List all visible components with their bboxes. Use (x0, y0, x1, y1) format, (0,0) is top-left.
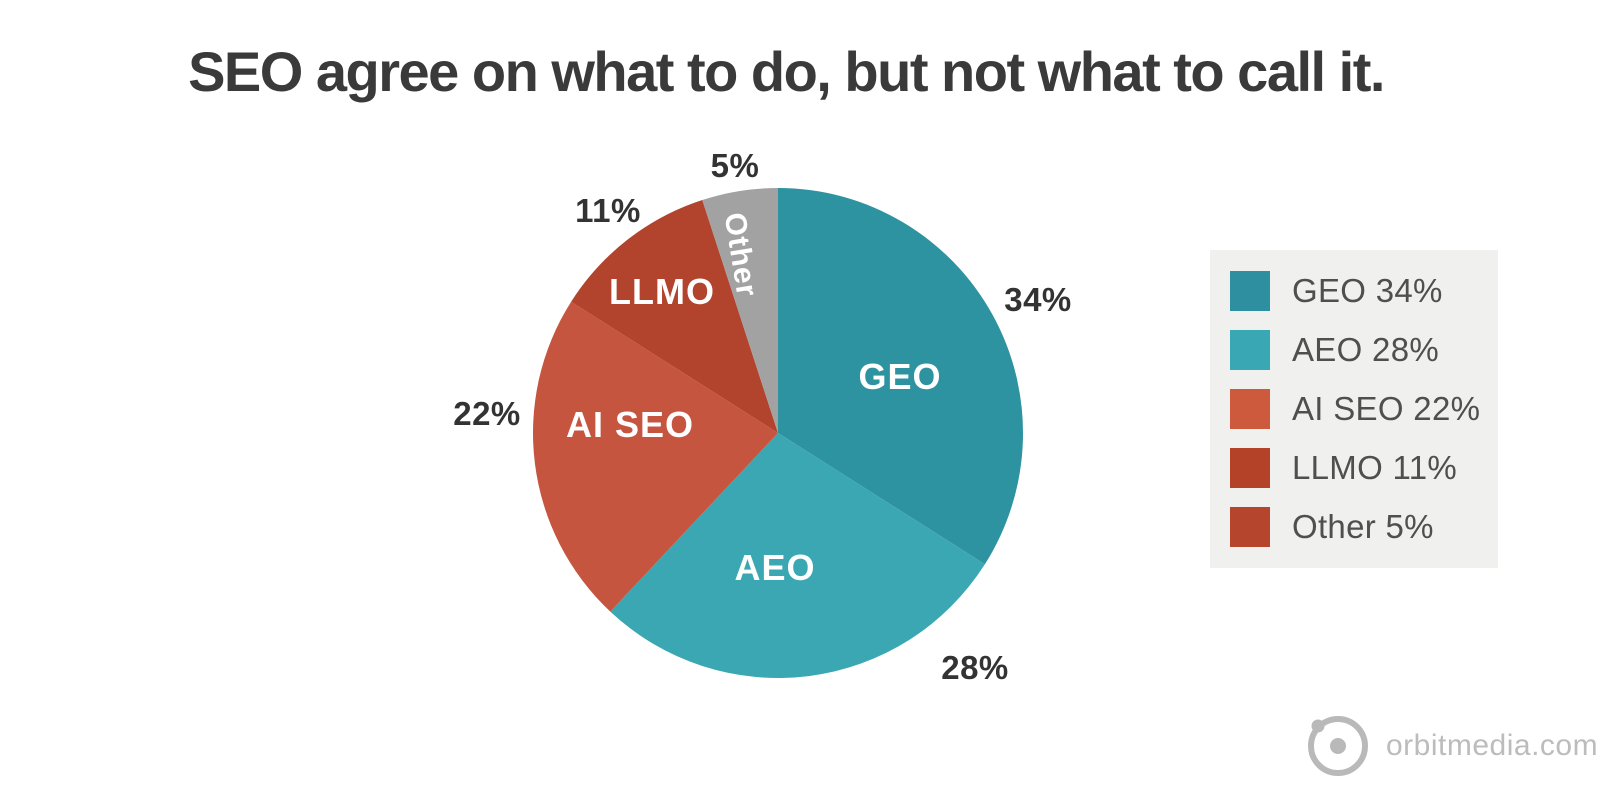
pie-slice-ai-seo (532, 301, 778, 612)
legend-item-ai-seo: AI SEO 22% (1230, 389, 1498, 429)
brand-footer: orbitmedia.com (1300, 708, 1598, 784)
percent-label-geo: 34% (1004, 281, 1072, 318)
legend-item-aeo: AEO 28% (1230, 330, 1498, 370)
slice-label-aeo: AEO (734, 547, 816, 588)
legend-swatch-llmo (1230, 448, 1270, 488)
orbit-logo-icon (1308, 716, 1368, 776)
legend-label-ai-seo: AI SEO 22% (1292, 390, 1481, 427)
pie-slice-geo (778, 188, 1024, 565)
legend-item-geo: GEO 34% (1230, 271, 1498, 311)
percent-label-llmo: 11% (575, 192, 641, 229)
percent-label-other: 5% (710, 147, 760, 184)
slice-label-geo: GEO (858, 356, 942, 397)
legend-swatch-geo (1230, 271, 1270, 311)
legend-swatch-aeo (1230, 330, 1270, 370)
slice-label-ai-seo: AI SEO (565, 404, 695, 445)
brand-url: orbitmedia.com (1386, 729, 1599, 762)
pie-slice-other (702, 188, 778, 433)
legend-label-aeo: AEO 28% (1292, 331, 1440, 368)
legend-item-llmo: LLMO 11% (1230, 448, 1498, 488)
legend-label-geo: GEO 34% (1292, 272, 1443, 309)
chart-title: SEO agree on what to do, but not what to… (188, 40, 1385, 103)
slice-label-llmo: LLMO (609, 271, 715, 312)
legend-label-llmo: LLMO 11% (1292, 449, 1458, 486)
legend-item-other: Other 5% (1230, 507, 1498, 547)
pie-slice-aeo (610, 433, 985, 678)
legend: GEO 34% AEO 28% AI SEO 22% LLMO 11% Othe… (1210, 250, 1498, 568)
legend-swatch-ai-seo (1230, 389, 1270, 429)
legend-swatch-other (1230, 507, 1270, 547)
percent-label-aeo: 28% (941, 649, 1009, 686)
percent-label-ai-seo: 22% (453, 395, 521, 432)
legend-label-other: Other 5% (1292, 508, 1434, 545)
pie-slice-llmo (571, 199, 778, 433)
